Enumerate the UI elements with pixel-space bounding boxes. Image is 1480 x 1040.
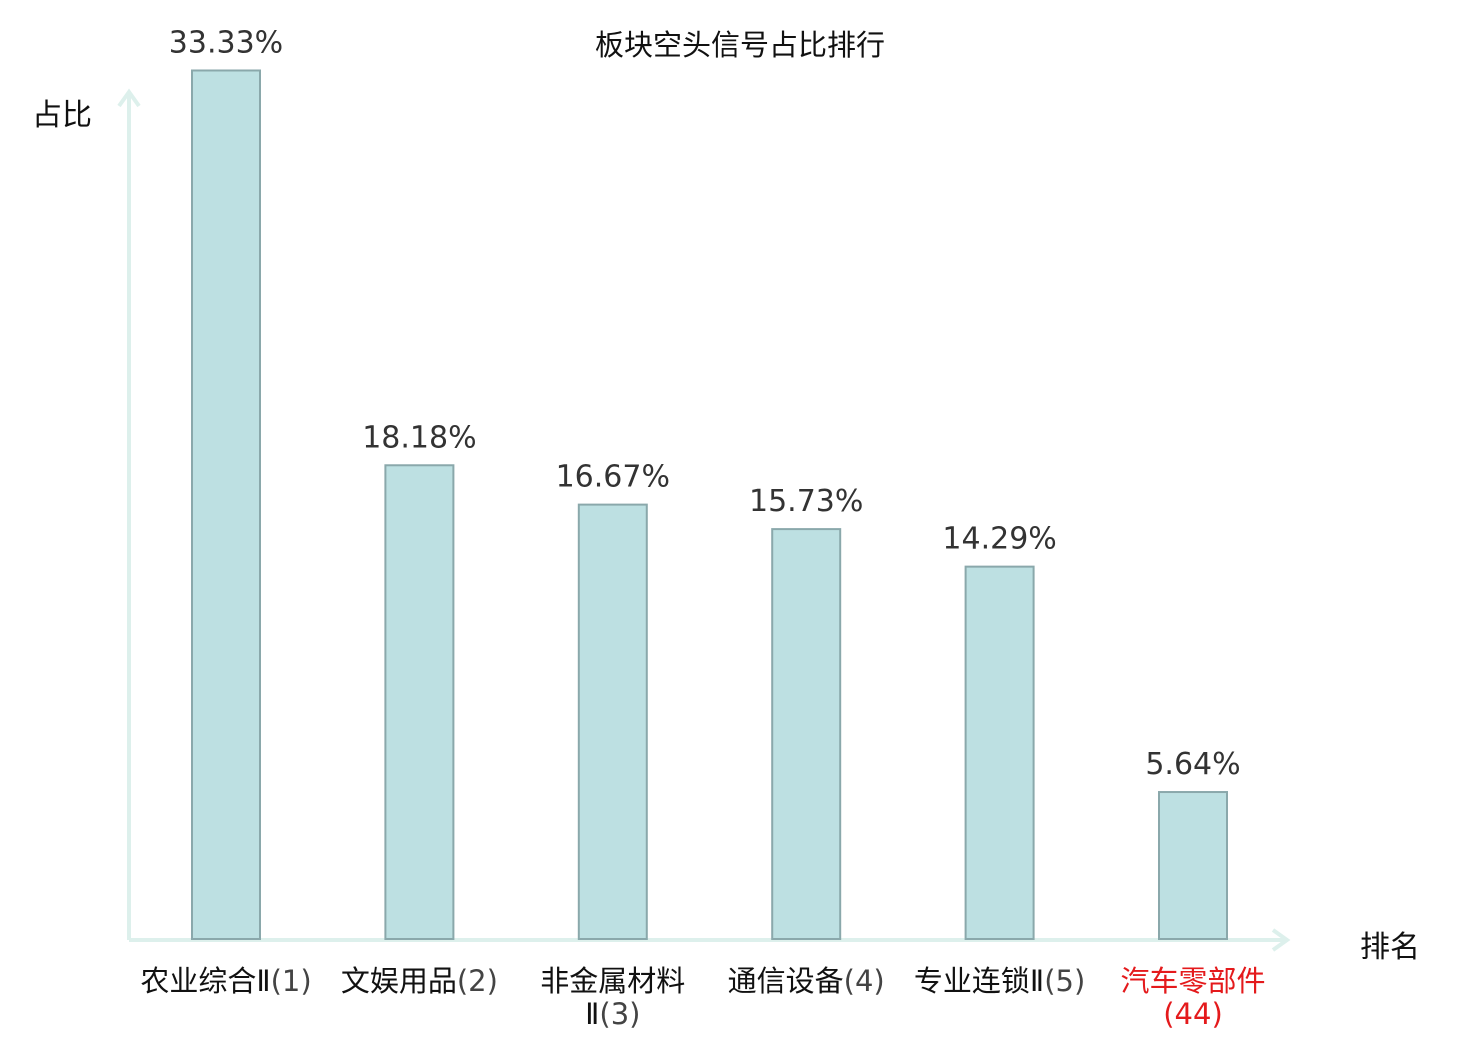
value-labels-group: 33.33% 18.18% 16.67% 15.73% 14.29% 5.64% [169,25,1241,782]
x-axis-arrow [1271,928,1291,952]
category-tick-label: 通信设备(4) [711,965,901,998]
bar [577,503,648,940]
category-rank: (3) [599,997,641,1031]
bar [964,565,1035,940]
category-tick-label: 文娱用品(2) [324,965,514,998]
category-name: 非金属材料Ⅱ [540,964,686,1031]
bar-value-label: 5.64% [1145,747,1240,782]
y-axis-arrow [117,88,141,108]
x-axis-label: 排名 [1360,930,1420,965]
category-tick-label: 农业综合Ⅱ(1) [131,965,321,998]
bar-value-label: 16.67% [556,460,670,495]
bar [191,69,261,940]
bar-value-label: 15.73% [749,484,863,519]
y-axis-label: 占比 [32,98,92,133]
bar [1158,791,1228,940]
category-name: 汽车零部件 [1120,964,1266,998]
category-rank: (44) [1163,997,1223,1031]
category-name: 专业连锁Ⅱ [913,964,1045,998]
axes [117,88,1291,952]
bar-value-label: 33.33% [169,25,283,60]
bars-group [191,69,1228,940]
category-rank: (2) [456,964,498,998]
category-tick-label: 非金属材料Ⅱ(3) [518,965,708,1031]
category-rank: (5) [1044,964,1086,998]
category-rank: (4) [843,964,885,998]
bar-value-label: 14.29% [942,522,1056,557]
bar [771,528,842,940]
chart-title: 板块空头信号占比排行 [594,28,885,62]
bar-value-label: 18.18% [362,420,476,455]
category-name: 文娱用品 [340,964,457,998]
bar [384,464,455,940]
category-rank: (1) [270,964,312,998]
category-name: 通信设备 [727,964,844,998]
category-name: 农业综合Ⅱ [140,964,271,998]
category-tick-label: 专业连锁Ⅱ(5) [905,965,1095,998]
category-tick-label: 汽车零部件(44) [1098,965,1288,1031]
